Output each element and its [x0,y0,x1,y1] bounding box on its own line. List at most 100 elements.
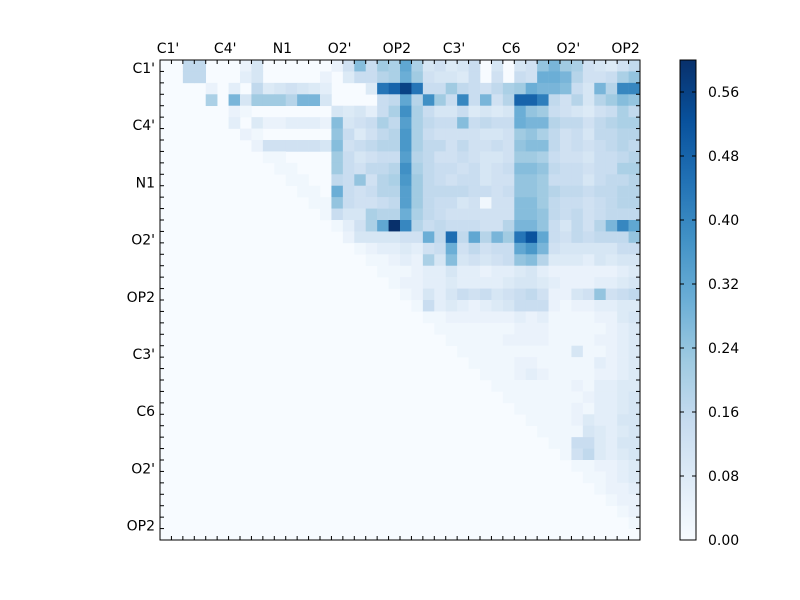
heatmap-cell [262,151,275,164]
heatmap-cell [468,71,481,84]
heatmap-cell [422,105,435,118]
heatmap-cell [525,300,538,312]
heatmap-cell [377,94,389,107]
heatmap-cell [342,174,355,187]
heatmap-cell [434,254,447,267]
heatmap-cell [617,288,629,301]
heatmap-cell [400,128,412,141]
heatmap-cell [537,368,549,381]
heatmap-cell [560,105,572,118]
heatmap-cell [400,151,412,164]
heatmap-cell [594,220,607,232]
heatmap-cell [605,60,618,72]
heatmap-cell [560,254,572,267]
heatmap-cell [434,185,447,198]
heatmap-cell [537,254,549,267]
heatmap-cell [434,82,447,95]
heatmap-cell [594,345,607,358]
heatmap-cell [320,82,332,95]
heatmap-cell [468,185,481,198]
heatmap-cell [571,277,584,289]
heatmap-cell [491,300,504,312]
heatmap-cell [514,208,527,221]
heatmap-cell [354,105,367,118]
heatmap-cell [434,231,447,244]
heatmap-cell [434,128,447,141]
heatmap-cell [411,208,424,221]
colorbar-tick-label: 0.32 [708,277,739,293]
y-tick-label: C3' [132,347,155,363]
heatmap-cell [422,82,435,95]
heatmap-cell [285,162,298,175]
heatmap-cell [400,71,412,84]
heatmap-cell [537,391,549,404]
heatmap-cell [617,265,629,278]
heatmap-cell [605,368,618,381]
heatmap-cell [491,162,504,175]
heatmap-cell [445,140,458,152]
heatmap-cell [422,128,435,141]
heatmap-cell [548,300,561,312]
heatmap-cell [468,208,481,221]
heatmap-cell [457,288,469,301]
heatmap-cell [400,220,412,232]
heatmap-cell [491,368,504,381]
heatmap-cell [468,288,481,301]
heatmap-cell [411,117,424,129]
heatmap-cell [365,151,378,164]
heatmap-cell [582,140,595,152]
heatmap-cell [434,117,447,129]
heatmap-cell [388,242,401,255]
heatmap-cell [560,151,572,164]
heatmap-cell [582,311,595,324]
heatmap-cell [560,322,572,335]
heatmap-cell [354,140,367,152]
heatmap-cell [411,71,424,84]
heatmap-cell [388,254,401,267]
heatmap-cell [422,288,435,301]
heatmap-cell [617,60,629,72]
heatmap-cell [342,105,355,118]
heatmap-cell [445,277,458,289]
heatmap-cell [525,402,538,415]
heatmap-cell [560,391,572,404]
heatmap-cell [331,151,344,164]
heatmap-cell [560,311,572,324]
heatmap-cell [582,60,595,72]
heatmap-cell [582,334,595,347]
heatmap-cell [548,174,561,187]
heatmap-cell [594,185,607,198]
heatmap-cell [320,140,332,152]
heatmap-cell [628,128,641,141]
heatmap-cell [502,380,515,392]
heatmap-cell [617,71,629,84]
heatmap-cell [594,94,607,107]
heatmap-cell [445,94,458,107]
heatmap-cell [571,391,584,404]
heatmap-cell [377,231,389,244]
heatmap-cell [457,117,469,129]
heatmap-cell [411,174,424,187]
heatmap-cell [605,242,618,255]
heatmap-cell [514,402,527,415]
heatmap-cell [594,128,607,141]
heatmap-cell [605,482,618,495]
heatmap-cell [468,105,481,118]
x-tick-label: C3' [443,41,466,57]
heatmap-cell [628,322,641,335]
x-tick-label: O2' [328,41,352,57]
heatmap-cell [605,311,618,324]
heatmap-cell [594,174,607,187]
heatmap-cell [468,311,481,324]
y-tick-label: N1 [136,175,155,191]
heatmap-cell [571,208,584,221]
heatmap-cell [377,82,389,95]
heatmap-cell [308,82,321,95]
heatmap-cell [525,414,538,427]
heatmap-cell [548,254,561,267]
heatmap-cell [502,345,515,358]
heatmap-cell [480,277,492,289]
heatmap-cell [582,185,595,198]
heatmap-cell [342,60,355,72]
colorbar-tick-label: 0.16 [708,405,739,421]
